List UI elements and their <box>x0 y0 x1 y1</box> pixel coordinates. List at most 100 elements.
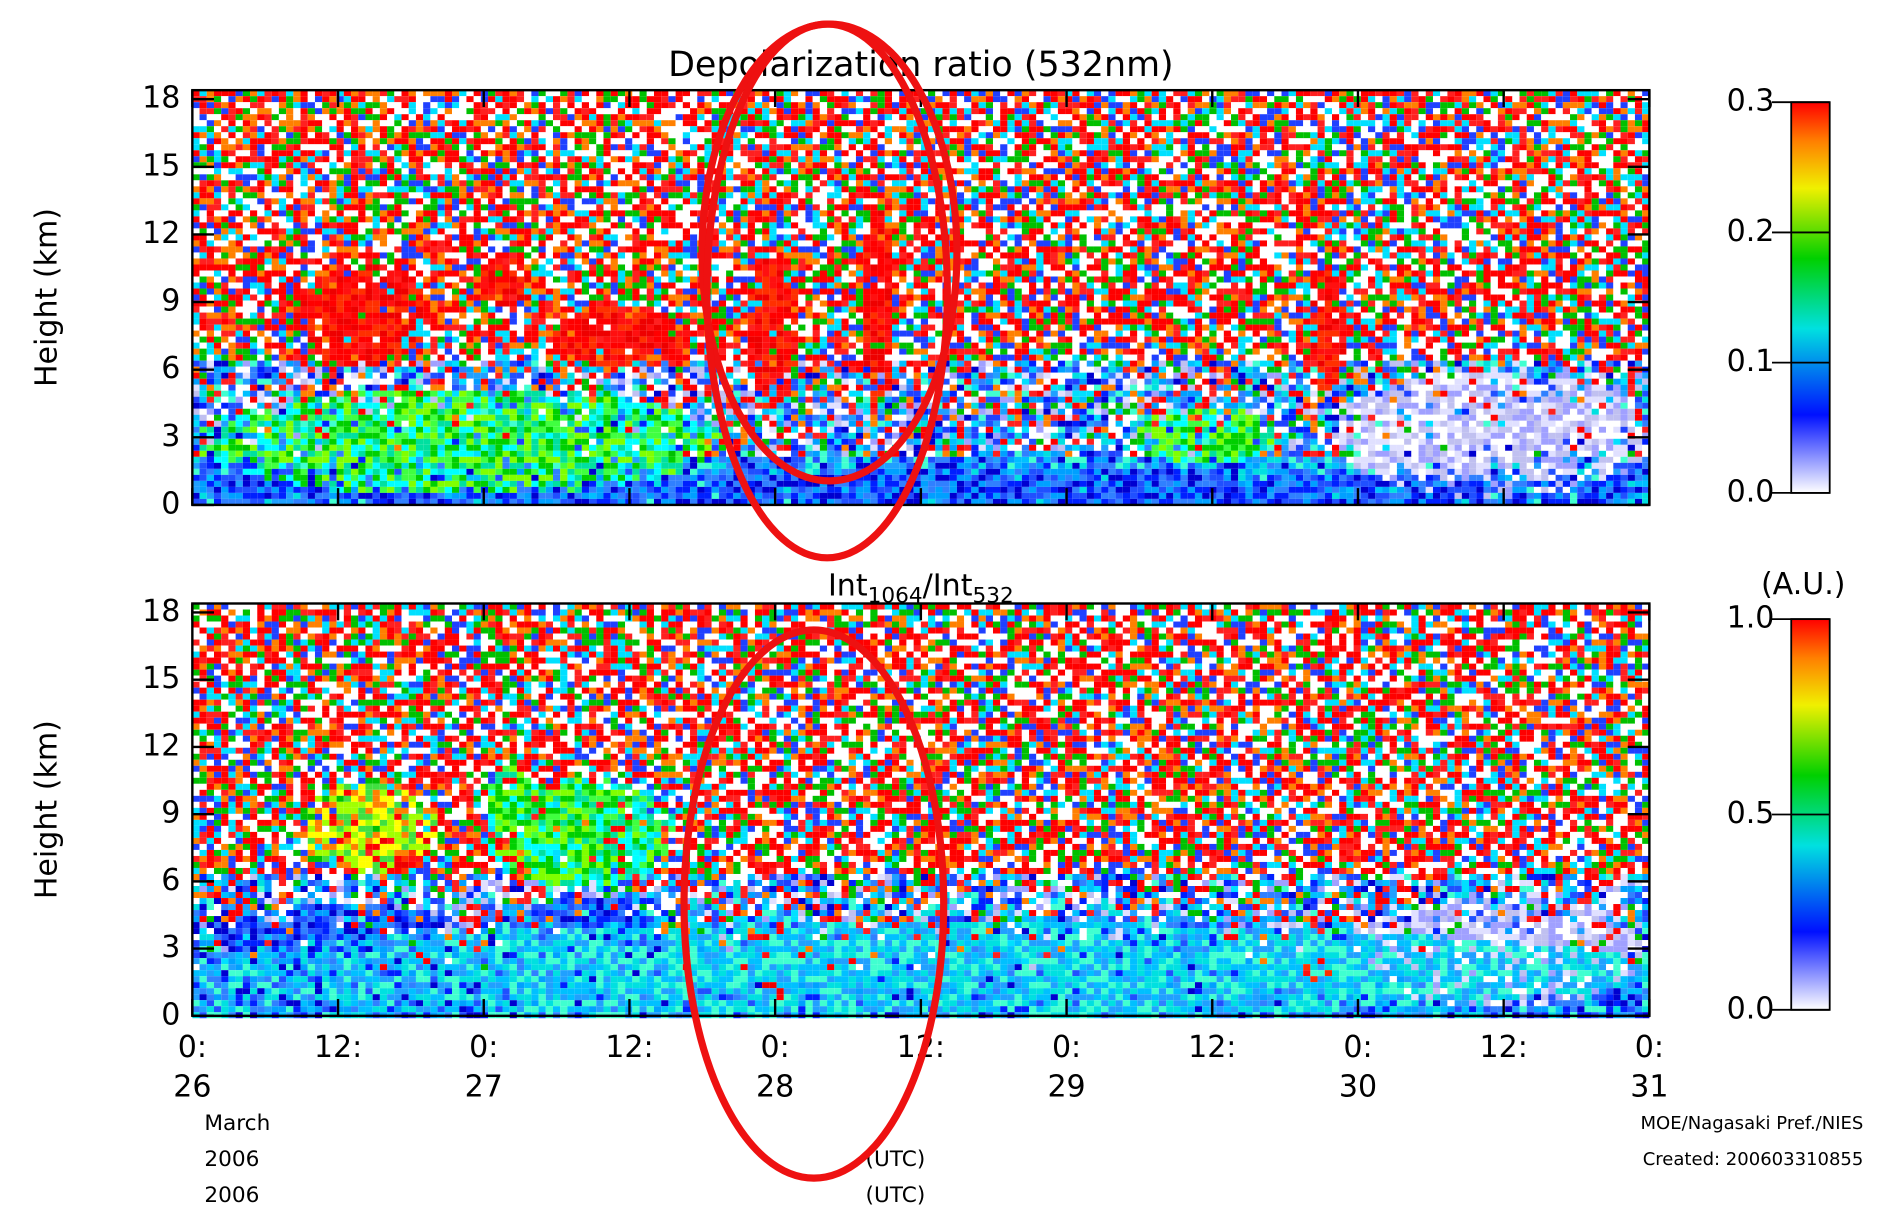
texture-cell <box>1541 126 1548 132</box>
texture-cell <box>1404 114 1411 120</box>
texture-cell <box>1570 126 1577 132</box>
texture-cell <box>777 120 784 126</box>
texture-cell <box>301 138 308 144</box>
texture-cell <box>1043 126 1050 132</box>
texture-cell <box>1520 108 1527 114</box>
texture-cell <box>402 96 409 102</box>
texture-cell <box>1267 132 1274 138</box>
texture-cell <box>495 132 502 138</box>
texture-cell <box>236 108 243 114</box>
texture-cell <box>337 120 344 126</box>
texture-cell <box>979 114 986 120</box>
texture-cell <box>1123 132 1130 138</box>
texture-cell <box>979 96 986 102</box>
texture-cell <box>748 120 755 126</box>
texture-cell <box>438 138 445 144</box>
texture-cell <box>1469 126 1476 132</box>
texture-cell <box>769 120 776 126</box>
texture-cell <box>402 132 409 138</box>
texture-cell <box>957 96 964 102</box>
texture-cell <box>1289 114 1296 120</box>
texture-cell <box>1217 120 1224 126</box>
texture-cell <box>387 120 394 126</box>
texture-cell <box>993 102 1000 108</box>
texture-cell <box>322 120 329 126</box>
texture-cell <box>1491 96 1498 102</box>
texture-cell <box>1224 108 1231 114</box>
texture-cell <box>589 96 596 102</box>
texture-cell <box>856 102 863 108</box>
texture-cell <box>293 108 300 114</box>
texture-cell <box>1419 126 1426 132</box>
texture-cell <box>690 114 697 120</box>
texture-cell <box>1520 96 1527 102</box>
texture-cell <box>957 102 964 108</box>
texture-cell <box>445 102 452 108</box>
texture-cell <box>466 114 473 120</box>
texture-cell <box>683 96 690 102</box>
texture-cell <box>322 102 329 108</box>
texture-cell <box>1613 96 1620 102</box>
texture-cell <box>1274 114 1281 120</box>
texture-cell <box>1173 102 1180 108</box>
texture-cell <box>394 96 401 102</box>
texture-cell <box>517 102 524 108</box>
texture-cell <box>777 132 784 138</box>
texture-cell <box>1318 96 1325 102</box>
texture-cell <box>1606 108 1613 114</box>
texture-cell <box>827 120 834 126</box>
texture-cell <box>1483 126 1490 132</box>
texture-cell <box>236 102 243 108</box>
texture-cell <box>524 102 531 108</box>
texture-cell <box>1455 132 1462 138</box>
texture-cell <box>1447 102 1454 108</box>
texture-cell <box>1419 108 1426 114</box>
texture-cell <box>1491 108 1498 114</box>
texture-cell <box>1043 108 1050 114</box>
texture-cell <box>1007 108 1014 114</box>
texture-cell <box>510 132 517 138</box>
texture-cell <box>1527 108 1534 114</box>
texture-cell <box>690 96 697 102</box>
texture-cell <box>668 120 675 126</box>
texture-cell <box>293 114 300 120</box>
texture-cell <box>798 102 805 108</box>
texture-cell <box>878 120 885 126</box>
texture-cell <box>1036 96 1043 102</box>
texture-cell <box>1080 102 1087 108</box>
texture-cell <box>935 108 942 114</box>
texture-cell <box>308 132 315 138</box>
texture-cell <box>236 126 243 132</box>
texture-cell <box>524 126 531 132</box>
texture-cell <box>1455 108 1462 114</box>
texture-cell <box>466 138 473 144</box>
texture-cell <box>813 102 820 108</box>
texture-cell <box>899 132 906 138</box>
texture-cell <box>769 114 776 120</box>
texture-cell <box>1433 114 1440 120</box>
texture-cell <box>430 120 437 126</box>
texture-cell <box>1116 102 1123 108</box>
texture-cell <box>1621 102 1628 108</box>
texture-cell <box>228 120 235 126</box>
texture-cell <box>1505 102 1512 108</box>
texture-cell <box>582 114 589 120</box>
texture-cell <box>452 120 459 126</box>
texture-cell <box>380 102 387 108</box>
texture-cell <box>358 102 365 108</box>
texture-cell <box>1173 132 1180 138</box>
texture-cell <box>1173 120 1180 126</box>
texture-cell <box>1267 102 1274 108</box>
texture-cell <box>603 120 610 126</box>
texture-cell <box>243 102 250 108</box>
texture-cell <box>1476 132 1483 138</box>
texture-cell <box>344 96 351 102</box>
texture-cell <box>1022 102 1029 108</box>
texture-cell <box>510 120 517 126</box>
texture-cell <box>589 102 596 108</box>
texture-cell <box>661 132 668 138</box>
texture-cell <box>704 108 711 114</box>
texture-cell <box>236 132 243 138</box>
texture-cell <box>1101 96 1108 102</box>
texture-cell <box>1483 108 1490 114</box>
